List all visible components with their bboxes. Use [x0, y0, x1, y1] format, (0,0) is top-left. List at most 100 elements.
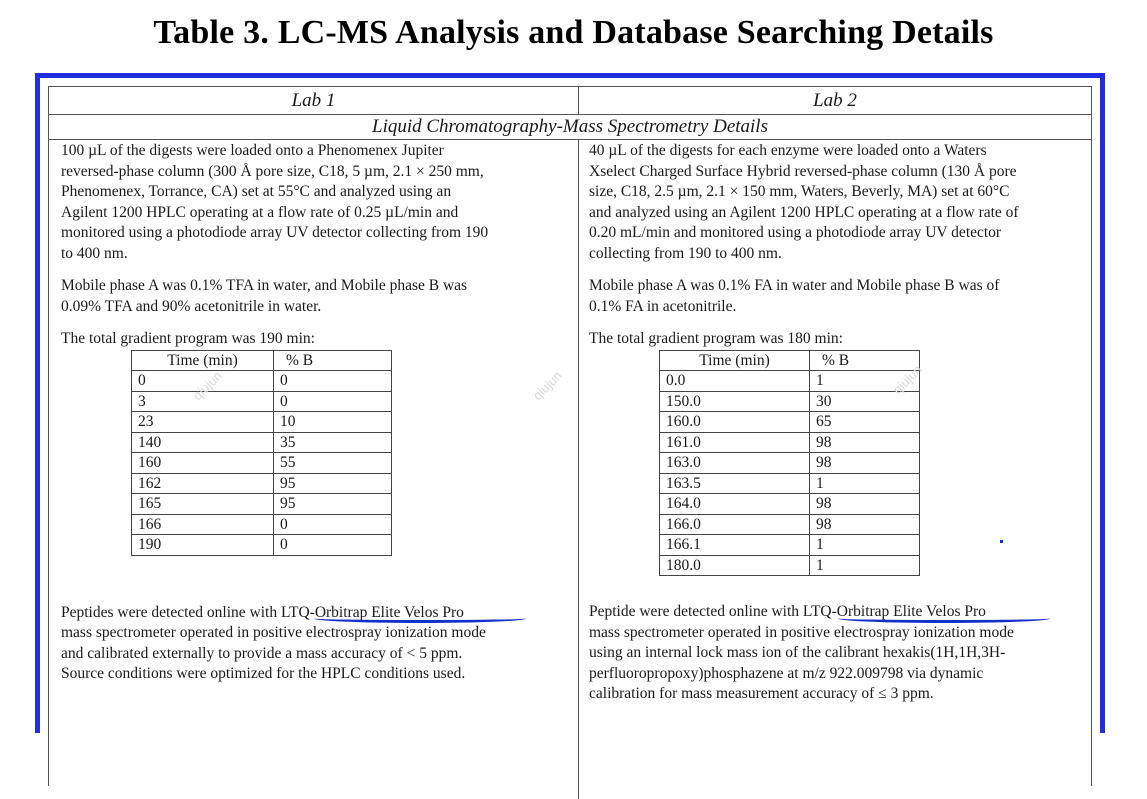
text-line: Mobile phase A was 0.1% FA in water and …: [589, 277, 1000, 294]
percent-b-cell: 1: [809, 554, 920, 576]
column-divider: [578, 139, 579, 799]
percent-b-cell: 95: [273, 493, 392, 515]
text-line: 0.1% FA in acetonitrile.: [589, 297, 737, 315]
text-line: mass spectrometer operated in positive e…: [589, 623, 1014, 641]
text-line: collecting from 190 to 400 nm.: [589, 244, 782, 262]
text-line: Source conditions were optimized for the…: [61, 665, 466, 682]
time-cell: 160.0: [659, 411, 810, 433]
table-row: 166 0: [131, 513, 392, 535]
table-row: 165 95: [131, 493, 392, 515]
table-header-row: Time (min) % B: [131, 349, 392, 371]
table-row: 164.0 98: [659, 493, 920, 515]
lab1-gradient-text: The total gradient program was 190 min:: [61, 330, 315, 347]
text-line: Mobile phase A was 0.1% TFA in water, an…: [61, 277, 468, 294]
time-cell: 160: [131, 452, 274, 474]
time-cell: 140: [131, 431, 274, 453]
table-header-row: Time (min) % B: [659, 349, 920, 371]
lab2-paragraph-1: 40 µL of the digests for each enzyme wer…: [589, 141, 1089, 264]
percent-b-cell: 1: [809, 534, 920, 556]
table-row: 163.0 98: [659, 452, 920, 474]
time-cell: 165: [131, 493, 274, 515]
table-grid: Lab 1 Lab 2 Liquid Chromatography-Mass S…: [48, 86, 1092, 799]
time-cell: 0: [131, 370, 274, 392]
lab1-column: 100 µL of the digests were loaded onto a…: [61, 141, 567, 685]
table-row: 160.0 65: [659, 411, 920, 433]
table-row: 166.1 1: [659, 534, 920, 556]
text-line: size, C18, 2.5 µm, 2.1 × 150 mm, Waters,…: [589, 183, 1010, 200]
percent-b-cell: 35: [273, 431, 392, 453]
table-row: 190 0: [131, 534, 392, 556]
section-title: Liquid Chromatography-Mass Spectrometry …: [49, 115, 1091, 140]
percent-b-column-header: % B: [273, 349, 392, 371]
text-line: using an internal lock mass ion of the c…: [589, 644, 1006, 661]
text-line: 100 µL of the digests were loaded onto a…: [61, 142, 444, 159]
page-title: Table 3. LC-MS Analysis and Database Sea…: [153, 14, 994, 51]
time-column-header: Time (min): [131, 349, 274, 371]
time-column-header: Time (min): [659, 349, 810, 371]
time-cell: 3: [131, 390, 274, 412]
table-row: 163.5 1: [659, 472, 920, 494]
text-line: mass spectrometer operated in positive e…: [61, 624, 486, 641]
time-cell: 163.0: [659, 452, 810, 474]
percent-b-cell: 1: [809, 472, 920, 494]
time-cell: 180.0: [659, 554, 810, 576]
table-row: 160 55: [131, 452, 392, 474]
lab1-paragraph-1: 100 µL of the digests were loaded onto a…: [61, 141, 567, 264]
lab2-paragraph-2: Mobile phase A was 0.1% FA in water and …: [589, 276, 1089, 317]
percent-b-cell: 0: [273, 390, 392, 412]
table-row: 0.0 1: [659, 370, 920, 392]
text-line: 0.09% TFA and 90% acetonitrile in water.: [61, 297, 322, 315]
percent-b-cell: 0: [273, 513, 392, 535]
percent-b-cell: 98: [809, 493, 920, 515]
percent-b-cell: 10: [273, 411, 392, 433]
time-cell: 161.0: [659, 431, 810, 453]
time-cell: 166.0: [659, 513, 810, 535]
text-line: monitored using a photodiode array UV de…: [61, 224, 489, 241]
time-cell: 150.0: [659, 390, 810, 412]
pen-underline-lab2: [838, 614, 1050, 623]
lab2-column: 40 µL of the digests for each enzyme wer…: [589, 141, 1089, 705]
text-line: and calibrated externally to provide a m…: [61, 644, 463, 662]
table-row: 180.0 1: [659, 554, 920, 576]
text-line: Xselect Charged Surface Hybrid reversed-…: [589, 162, 1017, 180]
text-line: calibration for mass measurement accurac…: [589, 685, 934, 702]
percent-b-cell: 65: [809, 411, 920, 433]
percent-b-cell: 0: [273, 534, 392, 556]
time-cell: 162: [131, 472, 274, 494]
lab2-paragraph-3: Peptide were detected online with LTQ-Or…: [589, 602, 1089, 705]
lab2-gradient-table: Time (min) % B 0.0 1 150.0 30 160.0 65 161.…: [659, 349, 920, 577]
percent-b-cell: 98: [809, 513, 920, 535]
time-cell: 166.1: [659, 534, 810, 556]
percent-b-cell: 30: [809, 390, 920, 412]
percent-b-cell: 55: [273, 452, 392, 474]
text-line: reversed-phase column (300 Å pore size, …: [61, 162, 484, 180]
table-row: 162 95: [131, 472, 392, 494]
lab2-header: Lab 2: [813, 90, 857, 111]
time-cell: 23: [131, 411, 274, 433]
table-row: 161.0 98: [659, 431, 920, 453]
text-line: Phenomenex, Torrance, CA) set at 55°C an…: [61, 183, 452, 200]
time-cell: 164.0: [659, 493, 810, 515]
text-line: and analyzed using an Agilent 1200 HPLC …: [589, 203, 1019, 221]
lab1-paragraph-2: Mobile phase A was 0.1% TFA in water, an…: [61, 276, 567, 317]
lab2-gradient-text: The total gradient program was 180 min:: [589, 330, 843, 347]
table-row: 140 35: [131, 431, 392, 453]
text-line: to 400 nm.: [61, 244, 128, 262]
percent-b-cell: 0: [273, 370, 392, 392]
time-cell: 190: [131, 534, 274, 556]
text-line: 40 µL of the digests for each enzyme wer…: [589, 142, 987, 159]
lab1-paragraph-3: Peptides were detected online with LTQ-O…: [61, 603, 567, 685]
time-cell: 163.5: [659, 472, 810, 494]
percent-b-cell: 98: [809, 431, 920, 453]
time-cell: 0.0: [659, 370, 810, 392]
column-header-row: Lab 1 Lab 2: [49, 87, 1091, 115]
percent-b-cell: 1: [809, 370, 920, 392]
table-frame: Lab 1 Lab 2 Liquid Chromatography-Mass S…: [35, 73, 1105, 799]
text-line: perfluoropropoxy)phosphazene at m/z 922.…: [589, 664, 984, 682]
time-cell: 166: [131, 513, 274, 535]
table-row: 150.0 30: [659, 390, 920, 412]
table-row: 23 10: [131, 411, 392, 433]
